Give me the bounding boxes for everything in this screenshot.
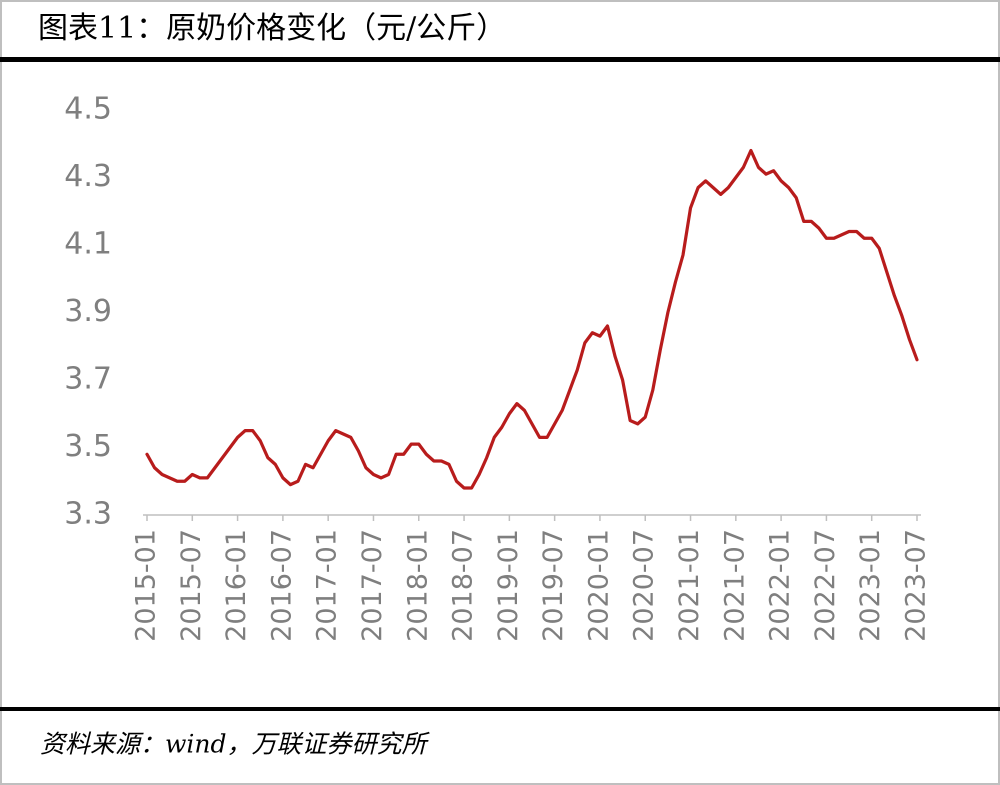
price-line: [145, 148, 919, 490]
x-tick-label: 2017-01: [312, 529, 343, 642]
x-tick-label: 2016-07: [266, 529, 297, 642]
x-tick-label: 2020-07: [629, 529, 660, 642]
x-tick-label: 2018-01: [402, 529, 433, 642]
x-tick-label: 2015-01: [131, 529, 162, 642]
bottom-rule: [0, 707, 1000, 711]
y-tick-label: 4.1: [64, 227, 112, 262]
top-rule: [0, 57, 1000, 62]
y-tick-label: 4.3: [64, 159, 112, 194]
y-tick-label: 3.9: [64, 294, 112, 329]
x-tick-label: 2023-07: [901, 529, 932, 642]
x-tick-label: 2021-01: [674, 529, 705, 642]
x-tick-label: 2016-01: [221, 529, 252, 642]
x-tick-label: 2015-07: [176, 529, 207, 642]
x-tick-label: 2019-01: [493, 529, 524, 642]
x-tick-label: 2022-01: [765, 529, 796, 642]
x-tick-label: 2021-07: [719, 529, 750, 642]
y-tick-label: 3.5: [64, 429, 112, 464]
chart-title: 图表11：原奶价格变化（元/公斤）: [38, 11, 506, 46]
x-tick-label: 2018-07: [448, 529, 479, 642]
source-note: 资料来源：wind，万联证券研究所: [40, 730, 431, 759]
x-tick-label: 2019-07: [538, 529, 569, 642]
x-tick-label: 2020-01: [583, 529, 614, 642]
x-tick-label: 2023-01: [855, 529, 886, 642]
x-tick-label: 2022-07: [810, 529, 841, 642]
x-tick-label: 2017-07: [357, 529, 388, 642]
y-tick-label: 4.5: [64, 92, 112, 127]
y-tick-label: 3.7: [64, 362, 112, 397]
y-tick-label: 3.3: [64, 497, 112, 532]
